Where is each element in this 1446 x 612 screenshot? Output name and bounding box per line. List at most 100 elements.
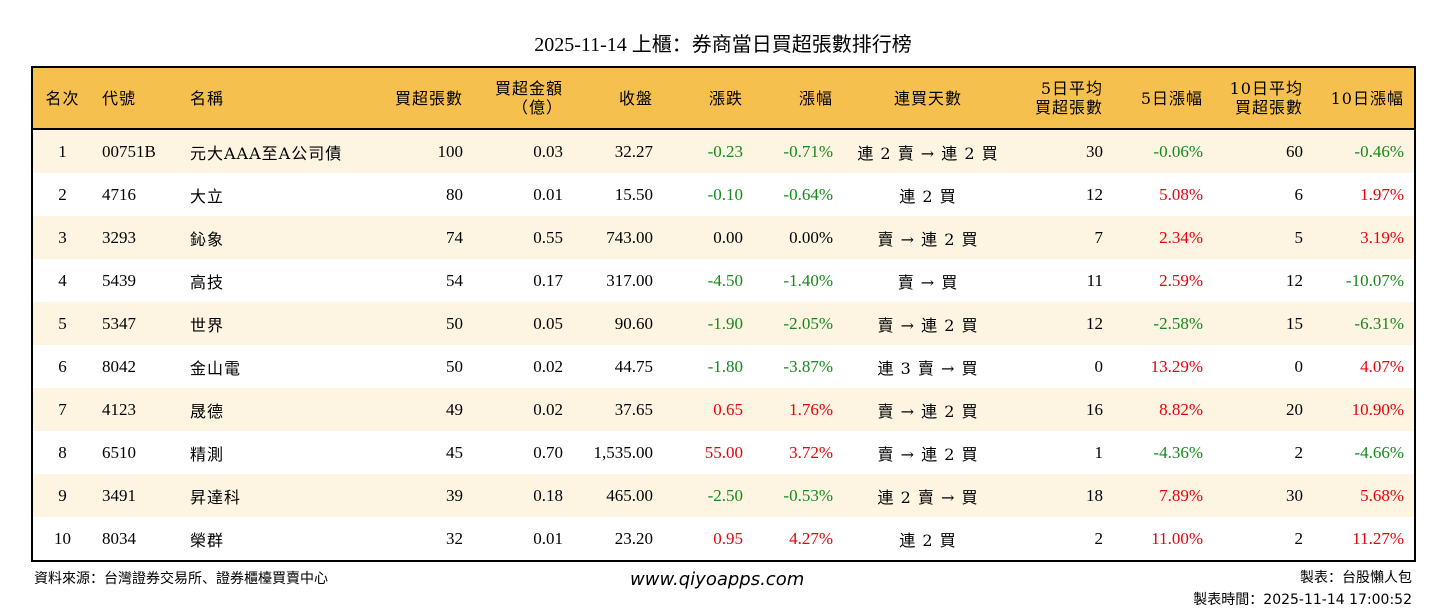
cell-code: 8042: [102, 356, 136, 376]
cell-net-buy-amount: 0.02: [533, 356, 563, 376]
table-row: 3 3293 鈊象 74 0.55 743.00 0.00 0.00% 賣 → 連 2 買 7 2.…: [32, 216, 1415, 259]
cell-pct10: 3.19%: [1313, 216, 1415, 259]
cell-pct10: 4.07%: [1360, 356, 1404, 376]
header-label: 買超張數: [394, 88, 463, 108]
table-row: 4 5439 高技 54 0.17 317.00 -4.50 -1.40% 賣 → 買 11 2.5…: [32, 259, 1415, 302]
cell-code: 5439: [102, 270, 136, 290]
cell-consecutive-days: 連 2 買: [899, 530, 957, 550]
header-label: 10日漲幅: [1330, 88, 1404, 108]
table-row: 8 6510 精測 45 0.70 1,535.00 55.00 3.72% 賣 → 連 2 買…: [32, 431, 1415, 474]
cell-name: 精測: [190, 444, 225, 464]
cell-net-buy-lots: 100: [380, 129, 473, 173]
cell-close: 743.00: [573, 216, 663, 259]
cell-consecutive-days: 連 3 賣 → 買: [877, 358, 979, 378]
cell-pct5: 2.59%: [1159, 270, 1203, 290]
cell-change-pct: 3.72%: [789, 442, 833, 462]
cell-close: 23.20: [614, 528, 653, 548]
cell-change-pct: -1.40%: [783, 270, 833, 290]
cell-pct10: 11.27%: [1352, 528, 1404, 548]
header-name: 名稱: [180, 67, 380, 130]
cell-close: 90.60: [573, 302, 663, 345]
cell-consecutive-days: 賣 → 連 2 買: [877, 444, 979, 464]
cell-consecutive-days: 賣 → 連 2 買: [843, 388, 1013, 431]
cell-consecutive-days: 連 2 賣 → 買: [843, 474, 1013, 517]
header-label: 漲幅: [798, 88, 833, 108]
cell-close: 32.27: [573, 129, 663, 173]
cell-net-buy-amount: 0.03: [473, 129, 573, 173]
table-row: 9 3491 昇達科 39 0.18 465.00 -2.50 -0.53% 連 2 賣 → 買…: [32, 474, 1415, 517]
cell-close: 15.50: [614, 184, 653, 204]
header-label: 買超張數: [1234, 98, 1303, 117]
cell-net-buy-amount: 0.02: [473, 388, 573, 431]
cell-avg5-net-buy: 1: [1094, 442, 1104, 462]
cell-pct5: -4.36%: [1153, 442, 1203, 462]
cell-pct10: -4.66%: [1354, 442, 1404, 462]
header-label: 漲跌: [708, 88, 743, 108]
cell-avg10-net-buy: 5: [1213, 216, 1313, 259]
cell-name: 元大AAA至A公司債: [180, 129, 380, 173]
cell-avg10-net-buy: 30: [1213, 474, 1313, 517]
table-row: 10 8034 榮群 32 0.01 23.20 0.95 4.27% 連 2 買 2 11.00%…: [32, 517, 1415, 561]
cell-change: 55.00: [704, 442, 743, 462]
cell-consecutive-days: 賣 → 連 2 買: [843, 216, 1013, 259]
cell-rank: 10: [54, 528, 71, 548]
cell-avg10-net-buy: 15: [1213, 302, 1313, 345]
cell-rank: 4: [58, 270, 67, 290]
cell-avg10-net-buy: 60: [1213, 129, 1313, 173]
cell-change-pct: -0.64%: [783, 184, 833, 204]
cell-avg5-net-buy: 11: [1086, 270, 1103, 290]
cell-name: 昇達科: [180, 474, 380, 517]
cell-close: 37.65: [573, 388, 663, 431]
cell-change-pct: 0.00%: [753, 216, 843, 259]
cell-name: 晟德: [180, 388, 380, 431]
cell-avg5-net-buy: 12: [1086, 184, 1103, 204]
cell-consecutive-days: 賣 → 買: [897, 272, 959, 292]
cell-change: -0.10: [707, 184, 743, 204]
cell-pct10: -10.07%: [1345, 270, 1404, 290]
header-label: 名稱: [190, 88, 225, 108]
cell-change-pct: -0.53%: [753, 474, 843, 517]
cell-consecutive-days: 連 2 買: [899, 186, 957, 206]
cell-avg10-net-buy: 2: [1294, 442, 1304, 462]
cell-change: 0.95: [713, 528, 743, 548]
header-change-pct: 漲幅: [753, 67, 843, 130]
header-consecutive-days: 連買天數: [843, 67, 1013, 130]
cell-change: -2.50: [663, 474, 753, 517]
cell-net-buy-lots: 50: [446, 356, 463, 376]
cell-avg10-net-buy: 12: [1286, 270, 1303, 290]
header-pct5: 5日漲幅: [1113, 67, 1213, 130]
header-label: 連買天數: [893, 88, 962, 108]
cell-net-buy-lots: 80: [446, 184, 463, 204]
cell-avg5-net-buy: 7: [1013, 216, 1113, 259]
cell-pct10: 10.90%: [1313, 388, 1415, 431]
cell-change: -1.80: [707, 356, 743, 376]
data-source: 資料來源：台灣證券交易所、證券櫃檯買賣中心: [34, 571, 328, 587]
cell-name: 高技: [190, 272, 225, 292]
cell-pct10: -0.46%: [1313, 129, 1415, 173]
cell-change-pct: -0.71%: [753, 129, 843, 173]
header-close: 收盤: [573, 67, 663, 130]
cell-change-pct: 1.76%: [753, 388, 843, 431]
table-row: 6 8042 金山電 50 0.02 44.75 -1.80 -3.87% 連 3 賣 → 買 0…: [32, 345, 1415, 388]
cell-net-buy-lots: 45: [446, 442, 463, 462]
header-label: 名次: [45, 88, 80, 108]
cell-code: 3293: [92, 216, 180, 259]
cell-pct10: 5.68%: [1313, 474, 1415, 517]
cell-name: 世界: [180, 302, 380, 345]
cell-code: 5347: [92, 302, 180, 345]
cell-code: 4123: [92, 388, 180, 431]
table-row: 1 00751B 元大AAA至A公司債 100 0.03 32.27 -0.23 -0.71%…: [32, 129, 1415, 173]
header-net-buy-lots: 買超張數: [380, 67, 473, 130]
cell-name: 鈊象: [180, 216, 380, 259]
cell-code: 00751B: [92, 129, 180, 173]
cell-close: 1,535.00: [593, 442, 654, 462]
header-change: 漲跌: [663, 67, 753, 130]
cell-change-pct: -3.87%: [783, 356, 833, 376]
generated-time: 製表時間：2025-11-14 17:00:52: [1193, 592, 1412, 608]
cell-close: 44.75: [614, 356, 653, 376]
website-link[interactable]: www.qiyoapps.com: [630, 569, 805, 590]
cell-code: 3491: [92, 474, 180, 517]
header-rank: 名次: [32, 67, 92, 130]
cell-pct5: 11.00%: [1151, 528, 1203, 548]
cell-avg10-net-buy: 0: [1294, 356, 1304, 376]
